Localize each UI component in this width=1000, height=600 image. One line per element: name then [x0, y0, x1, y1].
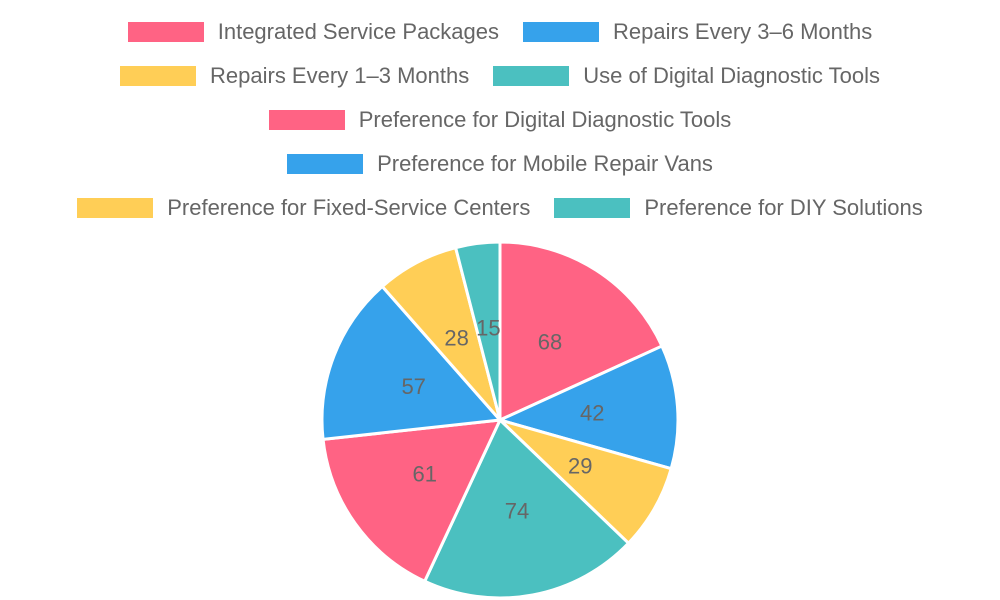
legend-label: Preference for Fixed-Service Centers [167, 195, 531, 220]
slice-value-label: 15 [476, 316, 500, 341]
pie-value-labels: 68 42 29 74 61 57 28 15 [401, 316, 604, 524]
pie-slice[interactable] [453, 240, 502, 421]
legend-item-repairs-every-3-6-months[interactable]: Repairs Every 3–6 Months [523, 19, 872, 45]
pie-slice[interactable] [321, 418, 503, 584]
legend-row: Preference for Mobile Repair Vans [0, 142, 1000, 186]
pie-slice[interactable] [422, 417, 631, 600]
legend-swatch [268, 110, 345, 130]
legend-row: Preference for Digital Diagnostic Tools [0, 98, 1000, 142]
slice-value-label: 61 [413, 461, 437, 486]
legend-item-preference-for-digital-diagnostic-tools[interactable]: Preference for Digital Diagnostic Tools [268, 107, 732, 133]
slice-value-label: 68 [538, 330, 562, 355]
legend-label: Integrated Service Packages [217, 19, 500, 44]
legend-swatch [120, 66, 197, 86]
legend-item-integrated-service-packages[interactable]: Integrated Service Packages [127, 19, 500, 45]
legend-swatch [127, 22, 204, 42]
pie-slice[interactable] [498, 240, 664, 423]
slice-value-label: 28 [444, 326, 468, 351]
pie-slice[interactable] [495, 344, 680, 471]
legend-item-preference-for-mobile-repair-vans[interactable]: Preference for Mobile Repair Vans [287, 151, 713, 177]
legend-item-preference-for-fixed-service-centers[interactable]: Preference for Fixed-Service Centers [77, 195, 530, 221]
slice-value-label: 57 [401, 374, 425, 399]
legend-label: Preference for Mobile Repair Vans [377, 151, 713, 176]
legend-swatch [523, 22, 600, 42]
chart-legend: Integrated Service Packages Repairs Ever… [0, 10, 1000, 230]
legend-row: Repairs Every 1–3 Months Use of Digital … [0, 54, 1000, 98]
legend-label: Preference for DIY Solutions [644, 195, 923, 220]
slice-value-label: 29 [568, 454, 592, 479]
slice-value-label: 42 [580, 401, 604, 426]
legend-swatch [554, 198, 631, 218]
legend-item-repairs-every-1-3-months[interactable]: Repairs Every 1–3 Months [120, 63, 469, 89]
legend-label: Use of Digital Diagnostic Tools [583, 63, 880, 88]
legend-label: Preference for Digital Diagnostic Tools [358, 107, 732, 132]
legend-label: Repairs Every 1–3 Months [210, 63, 470, 88]
legend-swatch [287, 154, 364, 174]
legend-label: Repairs Every 3–6 Months [613, 19, 873, 44]
pie-slice[interactable] [320, 284, 504, 442]
legend-item-use-of-digital-diagnostic-tools[interactable]: Use of Digital Diagnostic Tools [493, 63, 880, 89]
legend-item-preference-for-diy-solutions[interactable]: Preference for DIY Solutions [554, 195, 923, 221]
legend-swatch [77, 198, 154, 218]
slice-value-label: 74 [505, 498, 529, 523]
legend-row: Preference for Fixed-Service Centers Pre… [0, 186, 1000, 230]
legend-swatch [493, 66, 570, 86]
pie-slices [320, 240, 680, 600]
legend-row: Integrated Service Packages Repairs Ever… [0, 10, 1000, 54]
